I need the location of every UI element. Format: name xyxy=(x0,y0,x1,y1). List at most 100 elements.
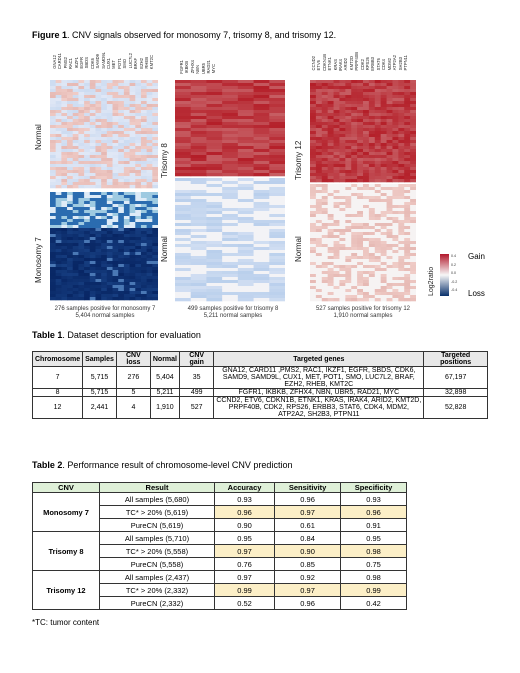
gene-label: IKZF1 xyxy=(73,57,79,69)
table2-header: Accuracy xyxy=(213,482,276,493)
panel1-bottom-label: Monosomy 7 xyxy=(34,237,43,283)
table1-header: Targeted positions xyxy=(423,351,488,367)
gene-label: MET xyxy=(111,59,117,69)
table1-row: 8 5,715 5 5,211 499 FGFR1, IKBKB, ZFHX4, NBN,… xyxy=(31,388,488,397)
gene-label: BRAF xyxy=(133,57,139,69)
table2-row: Trisomy 8 All samples (5,710) 0.95 0.84 0.95 xyxy=(32,531,407,571)
color-legend xyxy=(440,254,449,296)
metric-cell: 0.52 xyxy=(213,596,276,610)
legend-tick: -0.4 xyxy=(451,288,458,293)
gene-label: CDK2 xyxy=(359,59,365,71)
metric-cell: 0.93 xyxy=(340,492,407,506)
gene-label: KRAS xyxy=(332,59,338,71)
metric-cell: 0.42 xyxy=(340,596,407,610)
table2-header-row: CNV Result Accuracy Sensitivity Specific… xyxy=(32,482,407,493)
cnv-group-label: Monosomy 7 xyxy=(32,492,100,532)
gene-label: ARID2 xyxy=(343,58,349,71)
table1-header: Normal xyxy=(149,351,181,367)
result-cell: TC* > 20% (5,558) xyxy=(99,544,215,558)
metric-cell: 0.95 xyxy=(340,531,407,545)
table1-header: Chromosome xyxy=(31,351,84,367)
table1-cell: 32,898 xyxy=(423,388,488,397)
metric-cell: 0.98 xyxy=(340,544,407,558)
result-cell: All samples (2,437) xyxy=(99,570,215,584)
gene-label: NBN xyxy=(195,64,201,74)
panel1-heatmap xyxy=(50,80,158,301)
table2-caption: Table 2. Performance result of chromosom… xyxy=(32,460,293,470)
table1-cell: 499 xyxy=(178,388,215,397)
metric-cell: 0.97 xyxy=(274,583,342,597)
result-cell: All samples (5,710) xyxy=(99,531,215,545)
table1-row: 7 5,715 276 5,404 35 GNA12, CARD11 ,PMS2, RAC… xyxy=(31,366,488,389)
metric-cell: 0.99 xyxy=(213,583,276,597)
legend-gradient-bar xyxy=(440,254,449,296)
table1-cell: 5,404 xyxy=(149,366,181,389)
metric-cell: 0.95 xyxy=(213,531,276,545)
metric-cell: 0.97 xyxy=(213,544,276,558)
table1-cell: 4 xyxy=(115,396,151,419)
table1-cell: 5,715 xyxy=(82,388,117,397)
legend-tick: 0.4 xyxy=(451,254,456,258)
result-cell: PureCN (5,619) xyxy=(99,518,215,532)
table1-cell: 12 xyxy=(31,396,84,419)
panel3-top-label: Trisomy 12 xyxy=(294,140,303,180)
panel2-gene-labels: FGFR1IKBKBZFHX4NBNUBR5RAD21MYC xyxy=(179,60,218,75)
result-cell: TC* > 20% (2,332) xyxy=(99,583,215,597)
table1-row: 12 2,441 4 1,910 527 CCND2, ETV6, CDKN1B, ETN… xyxy=(31,396,488,419)
panel2-bottom-label: Normal xyxy=(160,236,169,262)
table1-cell: 276 xyxy=(115,366,151,389)
table1-cell: 35 xyxy=(178,366,215,389)
legend-ticks: 0.4 0.2 0.0 -0.2 -0.4 xyxy=(451,252,457,295)
metric-cell: 0.92 xyxy=(274,570,342,584)
gene-label: SAMD9L xyxy=(100,52,106,69)
metric-cell: 0.85 xyxy=(274,557,342,571)
legend-tick: -0.2 xyxy=(451,279,458,284)
metric-cell: 0.98 xyxy=(340,570,407,584)
panel2-top-label: Trisomy 8 xyxy=(160,143,169,178)
legend-gain: Gain xyxy=(468,252,485,261)
metric-cell: 0.96 xyxy=(274,492,342,506)
metric-cell: 0.96 xyxy=(274,596,342,610)
table1-cell: 5 xyxy=(115,388,151,397)
metric-cell: 0.99 xyxy=(340,583,407,597)
table2-header: Sensitivity xyxy=(274,482,342,493)
gene-label: RAC1 xyxy=(68,57,74,69)
table1-cell: GNA12, CARD11 ,PMS2, RAC1, IKZF1, EGFR, … xyxy=(213,366,425,389)
legend-title: Log2ratio xyxy=(428,266,435,296)
gene-label: SMO xyxy=(122,59,128,69)
table1-header: Targeted genes xyxy=(213,351,425,367)
table1-header: CNV loss xyxy=(115,351,151,367)
gene-label: KMT2C xyxy=(149,54,155,69)
metric-cell: 0.90 xyxy=(274,544,342,558)
table1-cell: 527 xyxy=(178,396,215,419)
table1-cell: 2,441 xyxy=(82,396,117,419)
gene-label: ETV6 xyxy=(316,60,322,71)
gene-label: CDK4 xyxy=(381,59,387,71)
panel1-top-label: Normal xyxy=(34,124,43,150)
table2-row: Trisomy 12 All samples (2,437) 0.97 0.92 0.9… xyxy=(32,570,407,610)
metric-cell: 0.96 xyxy=(213,505,276,519)
gene-label: PTPN11 xyxy=(402,55,408,71)
table1-cell: FGFR1, IKBKB, ZFHX4, NBN, UBR5, RAD21, M… xyxy=(213,388,425,397)
performance-table: CNV Result Accuracy Sensitivity Specific… xyxy=(32,482,407,610)
metric-cell: 0.90 xyxy=(213,518,276,532)
result-cell: PureCN (5,558) xyxy=(99,557,215,571)
metric-cell: 0.91 xyxy=(340,518,407,532)
table1-cell: 67,197 xyxy=(423,366,488,389)
gene-label: ERBB3 xyxy=(370,56,376,71)
figure-caption: Figure 1. CNV signals observed for monos… xyxy=(32,30,337,40)
footnote: *TC: tumor content xyxy=(32,618,100,627)
legend-tick: 0.0 xyxy=(451,271,456,276)
gene-label: CARD11 xyxy=(57,52,63,69)
result-cell: PureCN (2,332) xyxy=(99,596,215,610)
legend-loss: Loss xyxy=(468,289,485,298)
metric-cell: 0.76 xyxy=(213,557,276,571)
legend-tick: 0.2 xyxy=(451,262,456,267)
table2-row: Monosomy 7 All samples (5,680) 0.93 0.96 0.9… xyxy=(32,492,407,532)
gene-label: PRPF40B xyxy=(354,52,360,71)
table1-header: Samples xyxy=(82,351,117,367)
gene-label: SBDS xyxy=(84,57,90,69)
cnv-group-label: Trisomy 8 xyxy=(32,531,100,571)
gene-label: SAMD9 xyxy=(95,54,101,69)
table1-cell: 8 xyxy=(31,388,84,397)
